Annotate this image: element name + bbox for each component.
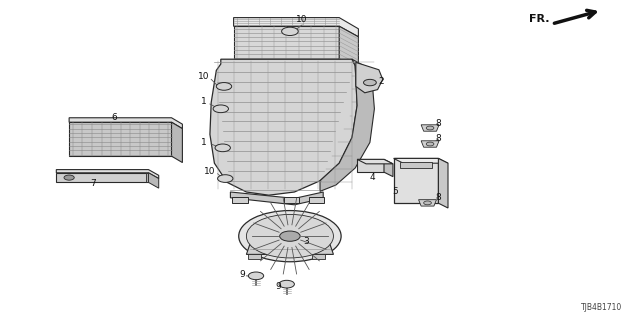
Polygon shape (230, 192, 323, 205)
Text: 4: 4 (370, 173, 375, 182)
Polygon shape (400, 162, 432, 168)
Text: 8: 8 (436, 193, 441, 202)
Circle shape (282, 27, 298, 36)
Text: 10: 10 (296, 15, 308, 24)
Circle shape (215, 144, 230, 152)
Polygon shape (69, 122, 172, 156)
Circle shape (246, 214, 333, 258)
Polygon shape (384, 159, 393, 177)
Polygon shape (339, 26, 358, 70)
Polygon shape (309, 197, 324, 203)
Text: 7: 7 (90, 180, 95, 188)
Text: 2: 2 (378, 77, 383, 86)
Text: 8: 8 (436, 119, 441, 128)
Text: 1: 1 (201, 97, 206, 106)
Polygon shape (438, 158, 448, 208)
Polygon shape (284, 197, 299, 203)
Text: FR.: FR. (529, 13, 549, 24)
Circle shape (280, 231, 300, 241)
Polygon shape (312, 254, 325, 259)
Circle shape (218, 175, 233, 182)
Polygon shape (146, 173, 148, 182)
Circle shape (426, 126, 434, 130)
Text: 10: 10 (204, 167, 216, 176)
Text: TJB4B1710: TJB4B1710 (581, 303, 622, 312)
Circle shape (64, 175, 74, 180)
Polygon shape (148, 173, 159, 188)
Text: 10: 10 (198, 72, 209, 81)
Polygon shape (234, 26, 339, 59)
Polygon shape (69, 118, 182, 129)
Circle shape (248, 272, 264, 280)
Polygon shape (246, 243, 333, 254)
Circle shape (424, 201, 431, 205)
Text: 8: 8 (436, 134, 441, 143)
Circle shape (216, 83, 232, 90)
Text: 9: 9 (276, 282, 281, 291)
Text: 6: 6 (111, 113, 116, 122)
Polygon shape (356, 62, 383, 93)
Circle shape (213, 105, 228, 113)
Polygon shape (394, 158, 448, 163)
Polygon shape (234, 18, 358, 37)
Polygon shape (320, 59, 374, 191)
Polygon shape (421, 141, 439, 147)
Circle shape (279, 280, 294, 288)
Polygon shape (421, 125, 439, 131)
Polygon shape (394, 158, 438, 203)
Text: 5: 5 (392, 187, 397, 196)
Polygon shape (56, 173, 148, 182)
Polygon shape (357, 159, 393, 164)
Polygon shape (419, 200, 436, 206)
Text: 9: 9 (239, 270, 244, 279)
Circle shape (239, 211, 341, 262)
Polygon shape (248, 254, 261, 259)
Polygon shape (210, 59, 357, 195)
Polygon shape (172, 122, 182, 163)
Polygon shape (56, 170, 159, 179)
Text: 3: 3 (303, 237, 308, 246)
Polygon shape (357, 159, 384, 172)
Polygon shape (232, 197, 248, 203)
Text: 1: 1 (201, 138, 206, 147)
Circle shape (426, 142, 434, 146)
Circle shape (364, 79, 376, 86)
